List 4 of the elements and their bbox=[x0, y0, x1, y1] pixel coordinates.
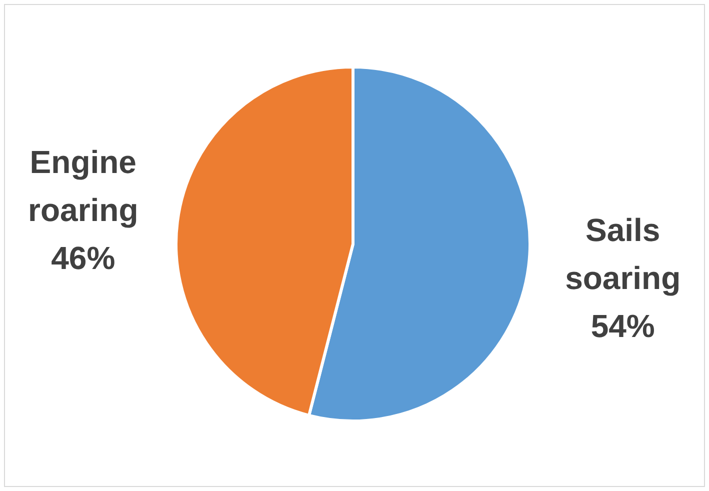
slice-label: Engine roaring bbox=[28, 144, 138, 228]
data-label: 54% bbox=[590, 308, 655, 344]
data-label: 46% bbox=[51, 240, 116, 276]
slice-label: Sails soaring bbox=[565, 212, 681, 296]
